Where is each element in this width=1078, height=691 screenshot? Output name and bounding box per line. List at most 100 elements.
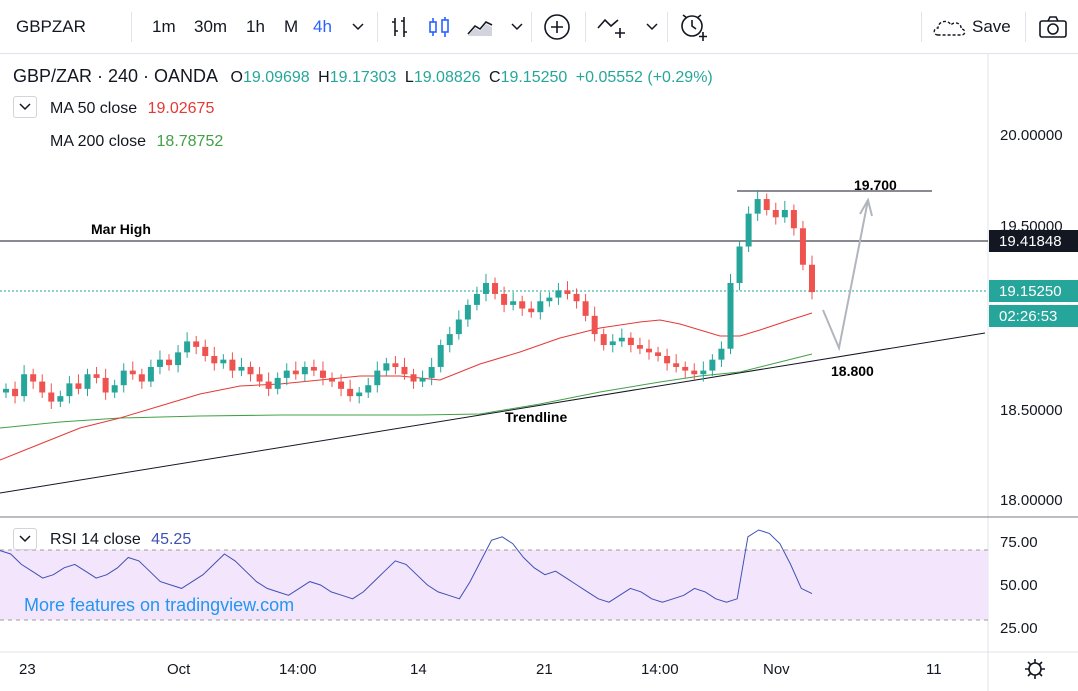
candle-body	[202, 346, 209, 356]
mar-high-annotation: Mar High	[91, 221, 151, 237]
time-axis-label: Oct	[167, 661, 191, 678]
candle-body	[392, 363, 399, 367]
candle-body	[600, 334, 607, 346]
tradingview-watermark[interactable]: More features on tradingview.com	[24, 595, 295, 615]
target-annotation: 19.700	[854, 177, 897, 193]
candle-body	[220, 359, 227, 364]
ma50-value: 19.02675	[147, 100, 215, 117]
cloud-save-icon[interactable]	[932, 0, 968, 54]
save-button[interactable]: Save	[972, 17, 1011, 36]
rsi-axis-label: 75.00	[1000, 534, 1038, 551]
candle-body	[745, 213, 752, 247]
trendline	[0, 332, 986, 494]
open-label: O	[230, 69, 243, 86]
collapse-legend-button[interactable]	[13, 96, 37, 118]
candle-body	[310, 366, 317, 371]
high-label: H	[318, 69, 330, 86]
chevron-down-icon[interactable]	[352, 0, 364, 54]
rsi-axis-label: 25.00	[1000, 620, 1038, 637]
chevron-down-icon[interactable]	[646, 0, 658, 54]
candle-body	[338, 381, 345, 389]
candle-body	[555, 290, 562, 298]
candle-body	[564, 290, 571, 294]
candle-body	[12, 388, 19, 397]
price-chart[interactable]	[0, 54, 1078, 691]
candle-body	[763, 199, 770, 210]
area-chart-icon[interactable]	[466, 0, 494, 54]
time-axis-label: Nov	[763, 661, 790, 678]
chart-legend: GBP/ZAR · 240 · OANDA O19.09698 H19.1730…	[13, 66, 713, 87]
candle-body	[147, 366, 154, 382]
alert-icon[interactable]	[678, 0, 710, 54]
time-axis-label: 14	[410, 661, 427, 678]
camera-icon[interactable]	[1038, 0, 1068, 54]
bar-chart-icon[interactable]	[388, 0, 412, 54]
candle-body	[799, 228, 806, 265]
last-price-tag: 19.15250	[989, 280, 1078, 302]
candle-body	[519, 301, 526, 309]
candle-body	[482, 283, 489, 294]
candle-body	[129, 370, 136, 375]
candle-body	[48, 392, 55, 402]
ma50-label: MA 50 close	[50, 100, 138, 117]
interval-30m[interactable]: 30m	[194, 17, 228, 36]
toolbar-divider	[667, 12, 668, 42]
candles-icon[interactable]	[427, 0, 451, 54]
candle-body	[283, 370, 290, 378]
candle-body	[700, 370, 707, 375]
chevron-down-icon[interactable]	[511, 0, 523, 54]
mar-high-price-tag: 19.41848	[989, 230, 1078, 252]
close-label: C	[489, 69, 501, 86]
candle-body	[781, 210, 788, 218]
candle-body	[455, 319, 462, 335]
candle-body	[175, 352, 182, 366]
compare-icon[interactable]	[596, 0, 628, 54]
candle-body	[464, 304, 471, 320]
rsi-axis-label: 50.00	[1000, 577, 1038, 594]
candle-body	[211, 356, 218, 364]
interval-month[interactable]: M	[284, 17, 299, 36]
candle-body	[319, 370, 326, 378]
ma200-legend[interactable]: MA 200 close 18.78752	[50, 133, 223, 151]
trendline-annotation: Trendline	[505, 409, 568, 425]
symbol-search[interactable]: GBPZAR	[16, 17, 86, 36]
candle-body	[39, 381, 46, 393]
candle-body	[428, 366, 435, 378]
rsi-line	[0, 529, 813, 603]
candle-body	[528, 308, 535, 313]
chevron-down-icon	[19, 535, 31, 543]
candle-body	[618, 337, 625, 342]
interval-1h[interactable]: 1h	[246, 17, 265, 36]
candle-body	[636, 345, 643, 349]
add-indicator-icon[interactable]	[543, 0, 571, 54]
countdown-tag: 02:26:53	[989, 305, 1078, 327]
interval-1m[interactable]: 1m	[152, 17, 176, 36]
candle-body	[718, 348, 725, 360]
candle-body	[537, 301, 544, 313]
candle-body	[138, 374, 145, 382]
price-axis-label: 18.00000	[1000, 492, 1063, 509]
candle-body	[21, 374, 28, 397]
candle-body	[437, 345, 444, 367]
interval-4h[interactable]: 4h	[313, 17, 332, 36]
rsi-legend[interactable]: RSI 14 close 45.25	[50, 531, 191, 549]
rsi-label: RSI 14 close	[50, 531, 141, 548]
candle-body	[3, 388, 9, 393]
toolbar-divider	[585, 12, 586, 42]
candlestick-series	[3, 189, 815, 409]
candle-body	[772, 210, 779, 218]
ma50-legend[interactable]: MA 50 close 19.02675	[50, 100, 214, 118]
candle-body	[419, 377, 426, 382]
toolbar-divider	[131, 12, 132, 42]
rsi-band	[0, 550, 988, 620]
candle-body	[709, 359, 716, 371]
toolbar-divider	[1025, 12, 1026, 42]
projection-arrowhead	[859, 197, 873, 217]
time-axis-label: 23	[19, 661, 36, 678]
candle-body	[374, 370, 381, 386]
candle-body	[102, 377, 109, 393]
price-axis-label: 18.50000	[1000, 402, 1063, 419]
settings-icon[interactable]	[1025, 659, 1045, 679]
candle-body	[754, 199, 761, 214]
collapse-rsi-button[interactable]	[13, 528, 37, 550]
